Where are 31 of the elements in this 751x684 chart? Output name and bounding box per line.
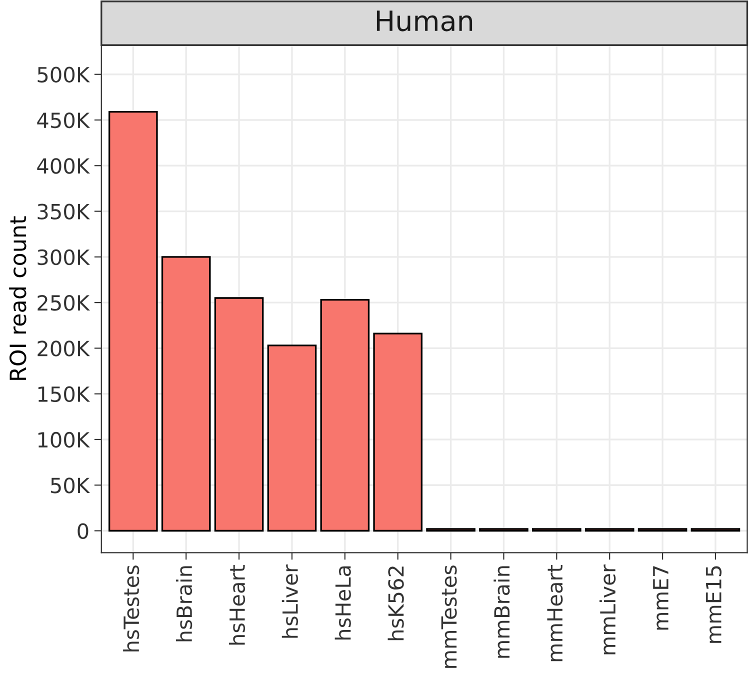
x-tick-label: hsK562 bbox=[388, 566, 404, 640]
y-tick-label: 150K bbox=[38, 386, 90, 402]
x-tick-label: hsHeLa bbox=[334, 566, 351, 640]
chart-title: Human bbox=[376, 10, 472, 32]
x-tick-label: hsBrain bbox=[176, 566, 192, 642]
x-tick-label: mmLiver bbox=[600, 564, 616, 654]
x-tick-label: mmTestes bbox=[441, 565, 457, 668]
y-tick-label: 400K bbox=[37, 158, 90, 174]
y-tick-label: 500K bbox=[38, 66, 90, 83]
bar bbox=[161, 256, 211, 532]
y-tick-label: 300K bbox=[38, 249, 90, 266]
x-tick-label: mmBrain bbox=[494, 566, 510, 658]
y-tick-label: 200K bbox=[38, 340, 90, 356]
bar bbox=[320, 298, 370, 532]
x-tick-label: hsTestes bbox=[123, 565, 140, 652]
y-tick-label: 100K bbox=[38, 432, 90, 448]
x-tick-label: mmHeart bbox=[547, 564, 563, 662]
y-axis-title: ROI read count bbox=[9, 216, 26, 380]
bar bbox=[267, 344, 317, 532]
y-tick-label: 350K bbox=[38, 204, 90, 220]
y-tick-label: 0 bbox=[78, 523, 88, 539]
bar bbox=[214, 297, 264, 532]
x-tick-label: hsHeart bbox=[228, 564, 246, 645]
y-tick-label: 250K bbox=[38, 295, 90, 311]
x-tick-label: mmE7 bbox=[653, 566, 668, 630]
y-tick-label: 450K bbox=[37, 112, 90, 128]
bar bbox=[108, 110, 158, 532]
x-tick-label: mmE15 bbox=[706, 566, 722, 643]
y-tick-label: 50K bbox=[51, 478, 90, 494]
x-tick-label: hsLiver bbox=[282, 564, 298, 638]
bar bbox=[373, 332, 423, 532]
